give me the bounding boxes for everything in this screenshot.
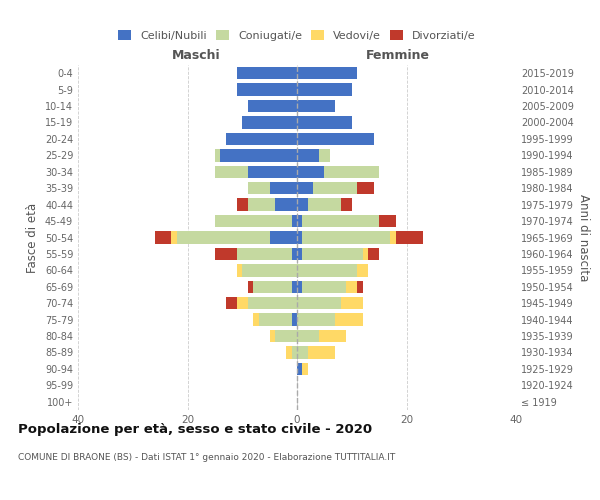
Bar — [297, 84, 352, 96]
Bar — [237, 264, 242, 276]
Bar — [297, 363, 302, 375]
Bar — [248, 297, 297, 310]
Bar — [171, 232, 176, 243]
Bar — [302, 215, 379, 227]
Y-axis label: Anni di nascita: Anni di nascita — [577, 194, 590, 281]
Bar — [237, 67, 297, 80]
Bar — [215, 215, 292, 227]
Bar — [292, 346, 297, 358]
Bar — [237, 198, 248, 211]
Bar — [297, 297, 341, 310]
Bar — [242, 116, 297, 128]
Bar — [297, 116, 352, 128]
Bar — [368, 248, 379, 260]
Bar — [319, 330, 346, 342]
Bar — [237, 297, 248, 310]
Bar — [248, 182, 269, 194]
Bar — [259, 314, 292, 326]
Bar — [297, 346, 308, 358]
Bar — [286, 346, 292, 358]
Bar — [379, 215, 395, 227]
Bar — [155, 232, 171, 243]
Bar — [346, 280, 357, 293]
Bar — [362, 248, 368, 260]
Bar — [357, 182, 374, 194]
Bar — [335, 314, 362, 326]
Bar — [248, 100, 297, 112]
Bar — [297, 314, 335, 326]
Bar — [248, 198, 275, 211]
Bar — [226, 297, 237, 310]
Bar — [302, 232, 390, 243]
Text: Maschi: Maschi — [172, 48, 221, 62]
Bar — [253, 280, 292, 293]
Bar — [297, 232, 302, 243]
Bar — [242, 264, 297, 276]
Bar — [292, 314, 297, 326]
Bar — [390, 232, 395, 243]
Bar — [297, 100, 335, 112]
Bar — [341, 198, 352, 211]
Bar — [275, 330, 297, 342]
Bar — [319, 149, 330, 162]
Bar — [302, 280, 346, 293]
Legend: Celibi/Nubili, Coniugati/e, Vedovi/e, Divorziati/e: Celibi/Nubili, Coniugati/e, Vedovi/e, Di… — [114, 26, 480, 46]
Bar — [302, 248, 363, 260]
Bar — [302, 363, 308, 375]
Bar — [297, 67, 357, 80]
Bar — [325, 166, 379, 178]
Bar — [220, 149, 297, 162]
Bar — [248, 166, 297, 178]
Bar — [297, 182, 313, 194]
Bar — [297, 330, 319, 342]
Bar — [357, 264, 368, 276]
Bar — [308, 346, 335, 358]
Bar — [341, 297, 362, 310]
Bar — [395, 232, 423, 243]
Text: Femmine: Femmine — [366, 48, 430, 62]
Bar — [253, 314, 259, 326]
Bar — [176, 232, 269, 243]
Bar — [292, 248, 297, 260]
Bar — [297, 198, 308, 211]
Bar — [275, 198, 297, 211]
Y-axis label: Fasce di età: Fasce di età — [26, 202, 39, 272]
Bar — [313, 182, 357, 194]
Bar — [297, 166, 325, 178]
Bar — [297, 149, 319, 162]
Bar — [308, 198, 341, 211]
Text: Popolazione per età, sesso e stato civile - 2020: Popolazione per età, sesso e stato civil… — [18, 422, 372, 436]
Bar — [248, 280, 253, 293]
Bar — [297, 215, 302, 227]
Text: COMUNE DI BRAONE (BS) - Dati ISTAT 1° gennaio 2020 - Elaborazione TUTTITALIA.IT: COMUNE DI BRAONE (BS) - Dati ISTAT 1° ge… — [18, 452, 395, 462]
Bar — [237, 248, 292, 260]
Bar — [292, 215, 297, 227]
Bar — [297, 280, 302, 293]
Bar — [269, 182, 297, 194]
Bar — [297, 264, 357, 276]
Bar — [292, 280, 297, 293]
Bar — [297, 133, 374, 145]
Bar — [357, 280, 363, 293]
Bar — [226, 133, 297, 145]
Bar — [237, 84, 297, 96]
Bar — [215, 166, 248, 178]
Bar — [215, 149, 220, 162]
Bar — [215, 248, 237, 260]
Bar — [269, 232, 297, 243]
Bar — [297, 248, 302, 260]
Bar — [269, 330, 275, 342]
